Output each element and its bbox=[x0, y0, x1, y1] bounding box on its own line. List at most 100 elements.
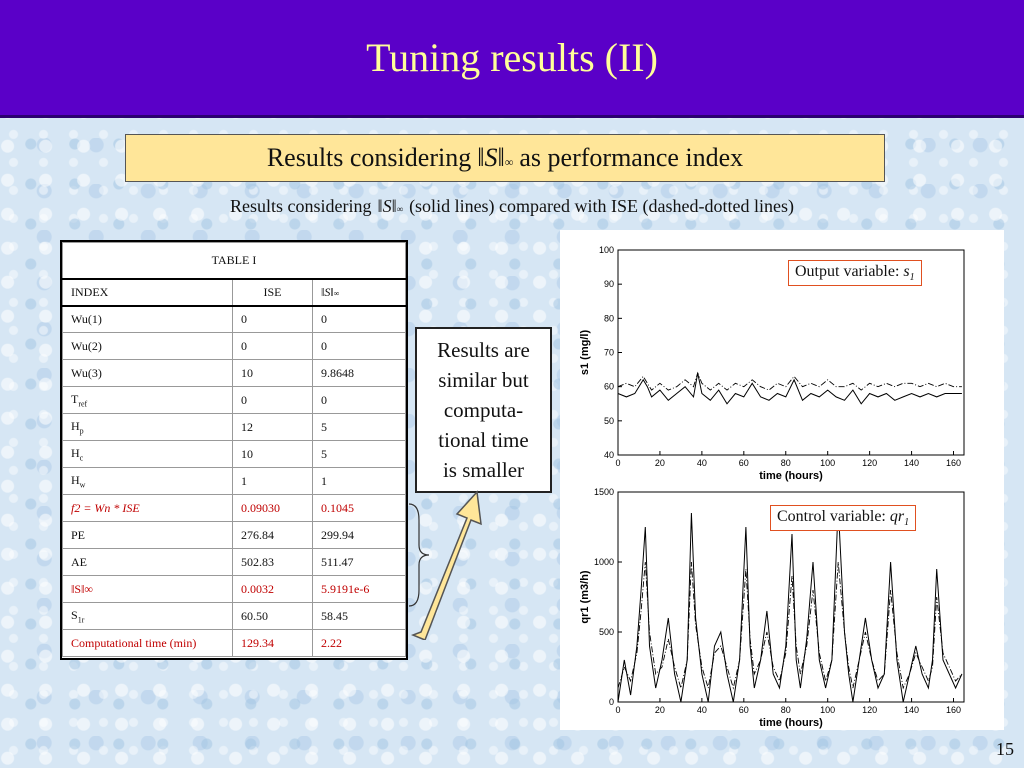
y-tick-label: 500 bbox=[599, 627, 614, 637]
x-tick-label: 140 bbox=[904, 705, 919, 715]
table-header-row: INDEX ISE ‖ S ‖ ∞ bbox=[62, 278, 406, 307]
x-tick-label: 140 bbox=[904, 458, 919, 468]
y-tick-label: 0 bbox=[609, 697, 614, 707]
x-tick-label: 0 bbox=[615, 458, 620, 468]
page-number: 15 bbox=[996, 739, 1014, 759]
cell-ise: 0.0032 bbox=[232, 575, 313, 603]
cell-ise: 60.50 bbox=[232, 602, 313, 630]
results-callout: Results are similar but computa- tional … bbox=[415, 327, 552, 493]
cell-index: Wu(1) bbox=[62, 305, 233, 333]
cell-sinf: 5 bbox=[312, 413, 406, 441]
cell-index: ‖S‖∞ bbox=[62, 575, 233, 603]
callout-line: is smaller bbox=[442, 458, 525, 482]
y-tick-label: 100 bbox=[599, 245, 614, 255]
norm-letter: S bbox=[484, 143, 498, 172]
chart-panel: 0 20 40 60 80 100 120 140 160 40 50 60 70 80 90 100 time… bbox=[560, 230, 1004, 730]
x-tick-label: 80 bbox=[781, 705, 791, 715]
cell-ise: 129.34 bbox=[232, 629, 313, 657]
x-tick-label: 120 bbox=[862, 705, 877, 715]
callout-line: Results are bbox=[437, 338, 530, 362]
banner-suffix: as performance index bbox=[519, 143, 744, 172]
cell-index: AE bbox=[62, 548, 233, 576]
cell-sinf: 5 bbox=[312, 440, 406, 468]
cell-index: Hp bbox=[62, 413, 233, 441]
series-line-sinf bbox=[617, 372, 962, 405]
x-tick-label: 120 bbox=[862, 458, 877, 468]
table-row: Hc 10 5 bbox=[62, 440, 406, 468]
cell-sinf: 2.22 bbox=[312, 629, 406, 657]
cell-sinf: 1 bbox=[312, 467, 406, 495]
series-line-ise bbox=[617, 371, 962, 391]
x-tick-label: 40 bbox=[697, 705, 707, 715]
x-tick-label: 100 bbox=[820, 458, 835, 468]
table-row: ‖S‖∞ 0.0032 5.9191e-6 bbox=[62, 575, 406, 603]
y-tick-label: 1000 bbox=[594, 557, 614, 567]
callout-line: tional time bbox=[438, 428, 529, 452]
x-tick-label: 160 bbox=[946, 705, 961, 715]
table-row: f2 = Wn * ISE 0.09030 0.1045 bbox=[62, 494, 406, 522]
table-row: Tref 0 0 bbox=[62, 386, 406, 414]
x-tick-label: 40 bbox=[697, 458, 707, 468]
subtitle-suffix: (solid lines) compared with ISE (dashed-… bbox=[409, 196, 794, 216]
series-line-ise bbox=[617, 561, 963, 690]
cell-index: Wu(2) bbox=[62, 332, 233, 360]
x-tick-label: 80 bbox=[781, 458, 791, 468]
y-tick-label: 80 bbox=[604, 313, 614, 323]
cell-index: f2 = Wn * ISE bbox=[62, 494, 233, 522]
norm-subscript: ∞ bbox=[504, 155, 514, 169]
x-tick-label: 20 bbox=[655, 458, 665, 468]
table-row: Wu(1) 0 0 bbox=[62, 305, 406, 333]
output-variable-label: Output variable: s1 bbox=[788, 260, 922, 287]
y-tick-label: 1500 bbox=[594, 487, 614, 497]
cell-ise: 276.84 bbox=[232, 521, 313, 549]
y-tick-label: 50 bbox=[604, 416, 614, 426]
banner-prefix: Results considering bbox=[266, 143, 472, 172]
table-row: Hw 1 1 bbox=[62, 467, 406, 495]
cell-index: Wu(3) bbox=[62, 359, 233, 387]
table-caption: TABLE I bbox=[62, 242, 406, 280]
cell-sinf: 0.1045 bbox=[312, 494, 406, 522]
x-tick-label: 60 bbox=[739, 705, 749, 715]
table-row: PE 276.84 299.94 bbox=[62, 521, 406, 549]
cell-index: PE bbox=[62, 521, 233, 549]
table-body: Wu(1) 0 0 Wu(2) 0 0 Wu(3) 10 9.8648 Tref 0 0 Hp 12 5 Hc… bbox=[62, 305, 406, 657]
x-tick-label: 160 bbox=[946, 458, 961, 468]
x-axis-label: time (hours) bbox=[759, 717, 823, 729]
cell-ise: 0 bbox=[232, 332, 313, 360]
header-ise: ISE bbox=[232, 278, 313, 307]
table-row: Wu(3) 10 9.8648 bbox=[62, 359, 406, 387]
table-row: AE 502.83 511.47 bbox=[62, 548, 406, 576]
cell-sinf: 0 bbox=[312, 386, 406, 414]
series-line-sinf bbox=[617, 505, 963, 703]
y-tick-label: 60 bbox=[604, 382, 614, 392]
cell-index: Hc bbox=[62, 440, 233, 468]
cell-ise: 10 bbox=[232, 440, 313, 468]
cell-ise: 0 bbox=[232, 386, 313, 414]
callout-line: similar but bbox=[438, 368, 529, 392]
x-tick-label: 60 bbox=[739, 458, 749, 468]
cell-sinf: 5.9191e-6 bbox=[312, 575, 406, 603]
slide-title: Tuning results (II) bbox=[366, 35, 658, 80]
cell-sinf: 58.45 bbox=[312, 602, 406, 630]
table-row: S1r 60.50 58.45 bbox=[62, 602, 406, 630]
cell-ise: 0.09030 bbox=[232, 494, 313, 522]
cell-sinf: 0 bbox=[312, 305, 406, 333]
cell-index: S1r bbox=[62, 602, 233, 630]
infinity-norm-symbol-small: ‖ S ‖ ∞ bbox=[377, 196, 404, 216]
header-sinf: ‖ S ‖ ∞ bbox=[312, 278, 406, 307]
x-axis-label: time (hours) bbox=[759, 470, 823, 482]
header-index: INDEX bbox=[62, 278, 233, 307]
cell-sinf: 9.8648 bbox=[312, 359, 406, 387]
cell-index: Hw bbox=[62, 467, 233, 495]
cell-sinf: 299.94 bbox=[312, 521, 406, 549]
x-tick-label: 100 bbox=[820, 705, 835, 715]
cell-sinf: 511.47 bbox=[312, 548, 406, 576]
performance-index-banner: Results considering ‖ S ‖ ∞ as performance … bbox=[125, 134, 885, 182]
cell-index: Tref bbox=[62, 386, 233, 414]
slide-subtitle: Results considering ‖ S ‖ ∞ (solid lines) com… bbox=[0, 196, 1024, 217]
results-table: TABLE I INDEX ISE ‖ S ‖ ∞ Wu(1) 0 0 Wu(2) 0 0 Wu(… bbox=[60, 240, 408, 660]
control-variable-label: Control variable: qr1 bbox=[770, 505, 917, 532]
cell-sinf: 0 bbox=[312, 332, 406, 360]
infinity-norm-symbol: ‖ S ‖ ∞ bbox=[477, 143, 514, 172]
y-tick-label: 90 bbox=[604, 279, 614, 289]
